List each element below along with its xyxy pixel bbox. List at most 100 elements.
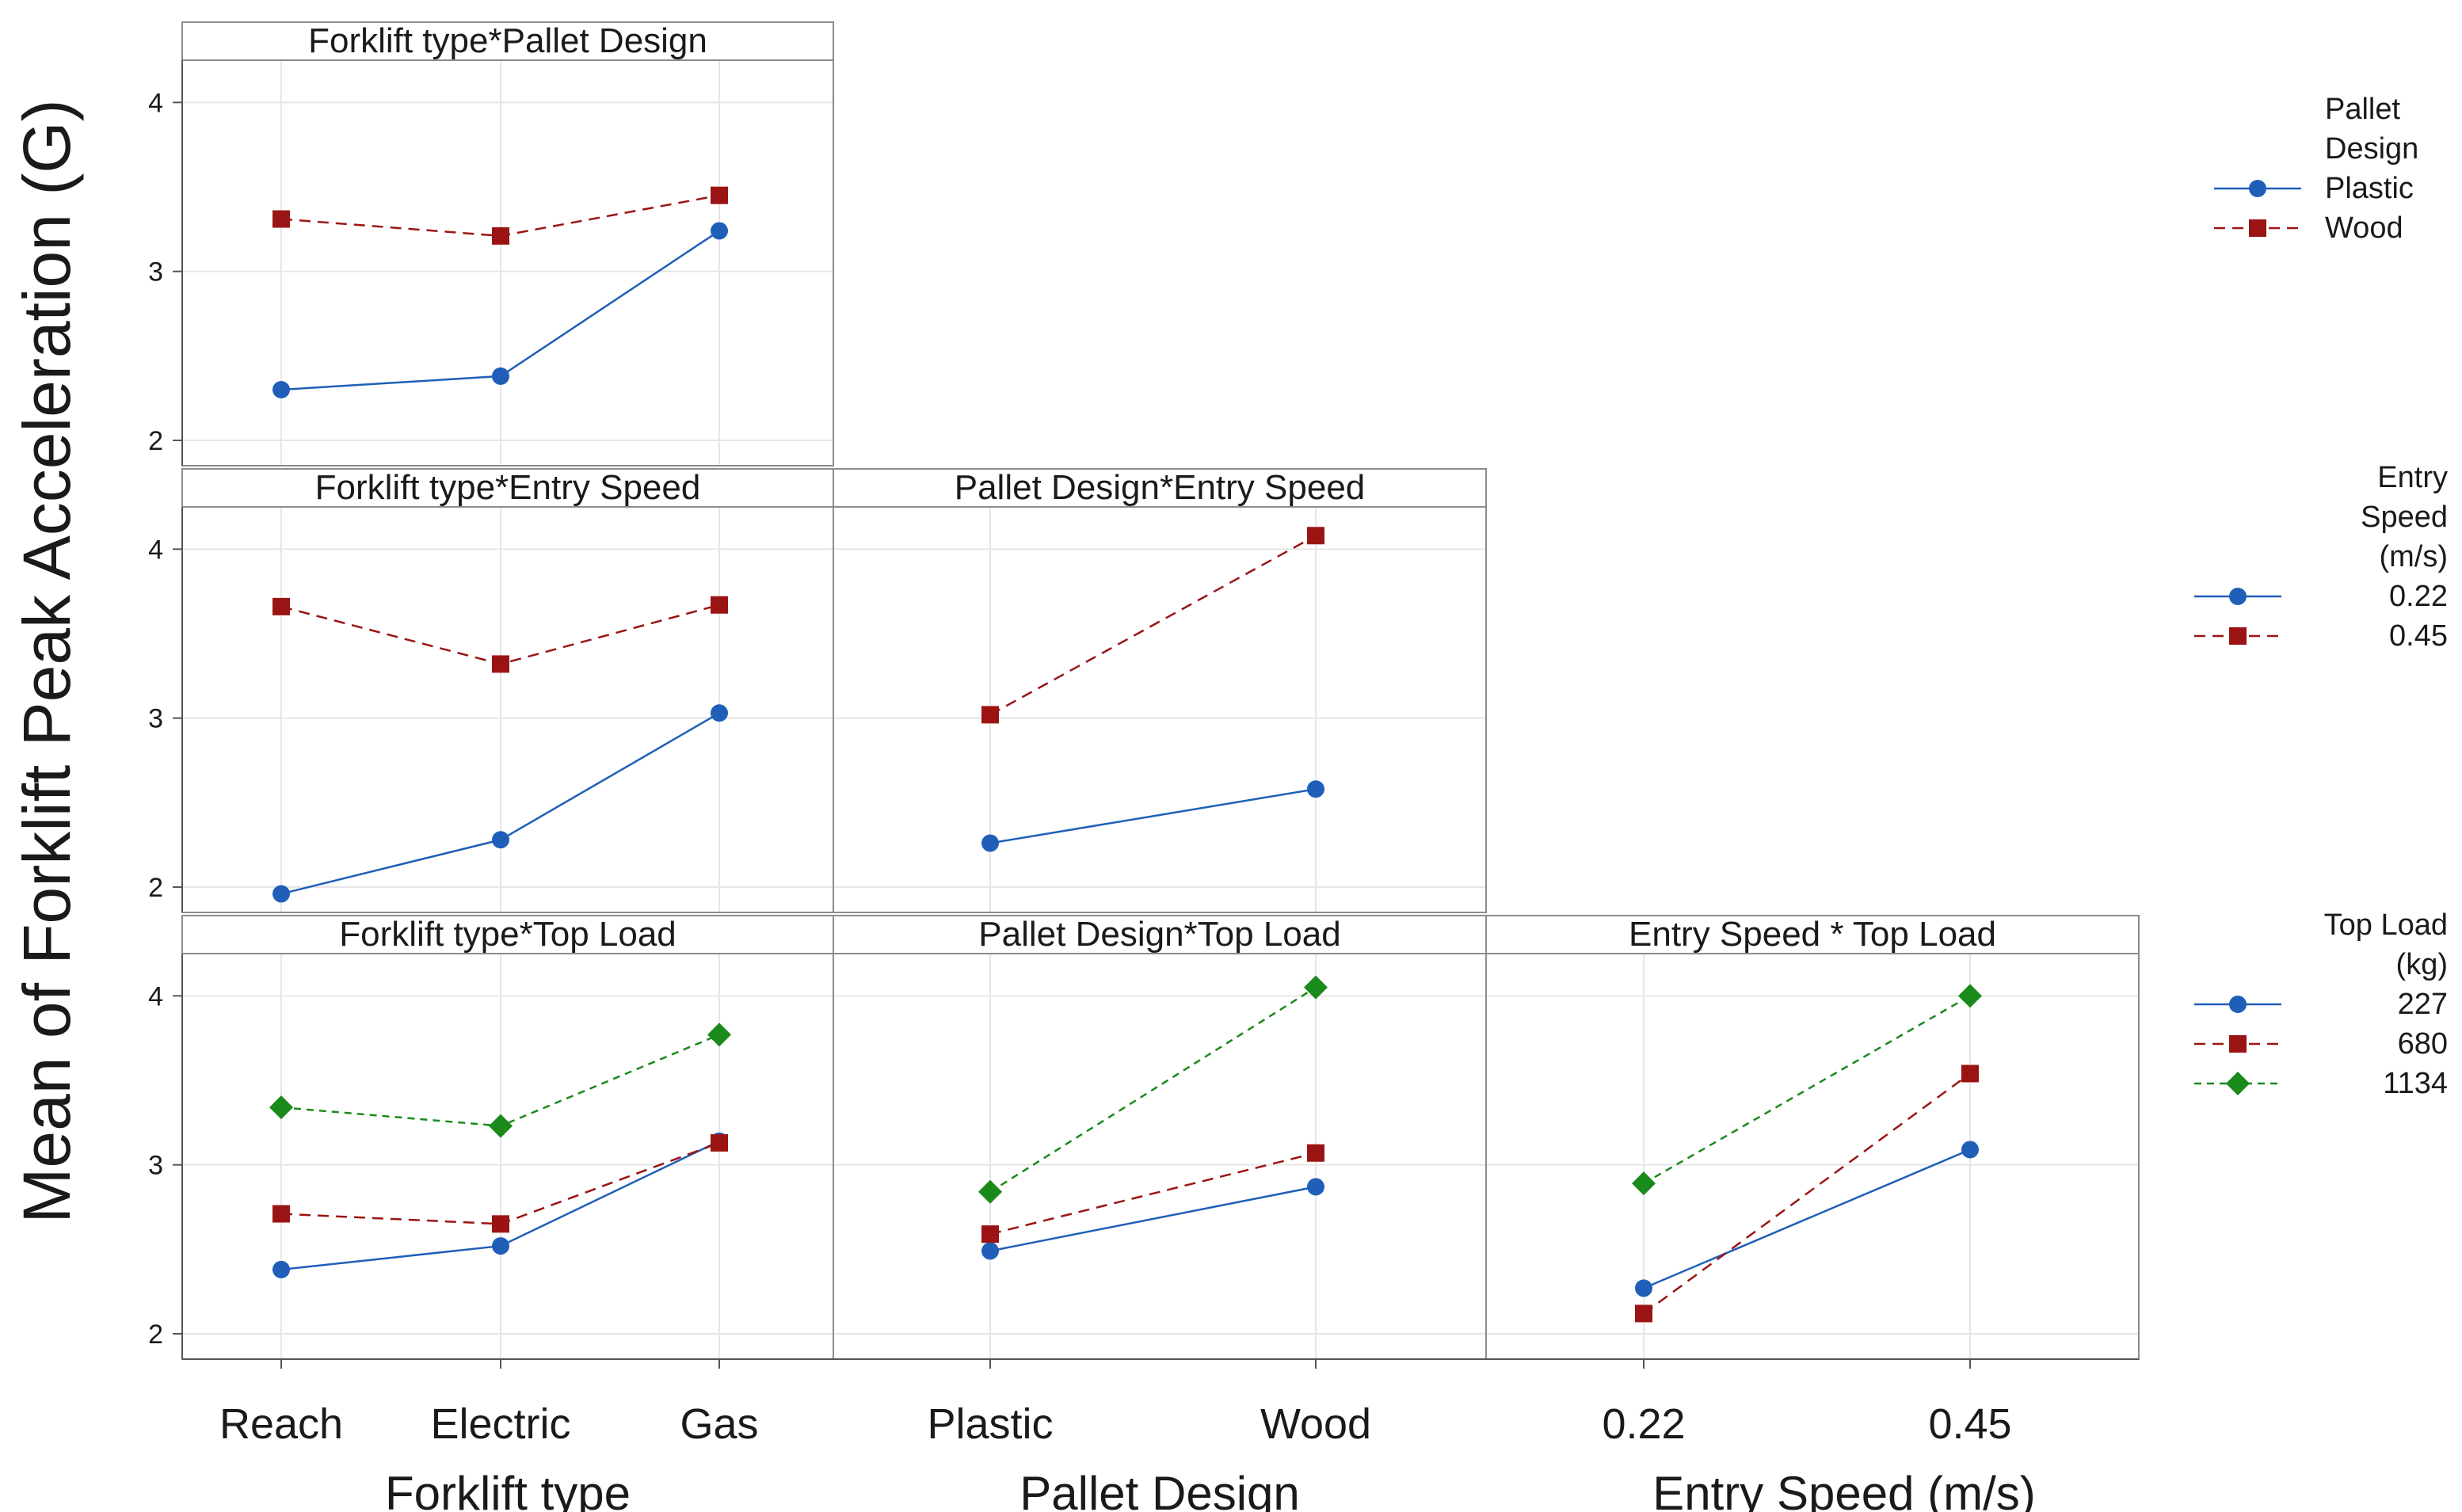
y-tick-label: 4 bbox=[148, 535, 163, 565]
panel-title: Entry Speed * Top Load bbox=[1629, 915, 1996, 954]
panel-frame bbox=[833, 468, 1487, 913]
x-tick-label: Plastic bbox=[927, 1400, 1053, 1448]
legend-title-line: Design bbox=[2325, 132, 2418, 166]
data-point-0.22-3 bbox=[711, 704, 728, 722]
y-axis-title: Mean of Forklift Peak Acceleration (G) bbox=[10, 99, 84, 1223]
panel-title: Pallet Design*Entry Speed bbox=[955, 468, 1366, 507]
data-point-1134-1 bbox=[269, 1095, 293, 1120]
panel-title: Forklift type*Pallet Design bbox=[308, 21, 707, 60]
panels-layer: Forklift type*Pallet Design Forklift type… bbox=[181, 21, 2140, 1360]
y-tick-label: 2 bbox=[148, 426, 163, 456]
panel-frame bbox=[833, 915, 1487, 1360]
data-point-680-1 bbox=[1635, 1304, 1652, 1323]
series-line-1134 bbox=[989, 986, 1317, 1193]
data-point-227-1 bbox=[1635, 1279, 1652, 1297]
legend-entry-label: 0.22 bbox=[2389, 580, 2448, 613]
legend-entry-label: 0.45 bbox=[2389, 619, 2448, 653]
data-point-680-3 bbox=[711, 1133, 728, 1152]
data-point-680-1 bbox=[981, 1225, 999, 1243]
x-tick-label: Electric bbox=[430, 1400, 570, 1448]
legend-title-line: Entry bbox=[2377, 461, 2448, 494]
data-point-0.22-1 bbox=[981, 834, 999, 852]
panel-title: Pallet Design*Top Load bbox=[978, 915, 1340, 954]
legend-title-line: Pallet bbox=[2325, 93, 2400, 126]
y-tick-label: 4 bbox=[148, 88, 163, 118]
data-point-680-2 bbox=[1307, 1144, 1324, 1162]
y-tick-label: 4 bbox=[148, 981, 163, 1011]
legend-marker bbox=[2229, 1035, 2247, 1053]
data-point-1134-3 bbox=[707, 1023, 731, 1047]
data-point-0.22-1 bbox=[272, 885, 290, 903]
x-tick-label: Gas bbox=[680, 1400, 758, 1448]
x-tick-label: 0.22 bbox=[1602, 1400, 1685, 1448]
data-point-1134-2 bbox=[1958, 984, 1982, 1008]
series-line-0.22 bbox=[989, 788, 1317, 844]
data-point-1134-1 bbox=[1632, 1171, 1656, 1196]
legend-layer: Pallet Design Plastic Wood Entry Speed (m/s) 0.… bbox=[2194, 93, 2448, 1100]
data-point-Plastic-1 bbox=[272, 381, 290, 398]
legend-title-line: (m/s) bbox=[2379, 540, 2448, 573]
legend-marker bbox=[2229, 996, 2247, 1013]
y-tick-label: 3 bbox=[148, 257, 163, 288]
panel-frame bbox=[181, 915, 834, 1360]
panel-frame bbox=[181, 468, 834, 913]
data-point-1134-2 bbox=[489, 1114, 513, 1138]
data-point-0.45-2 bbox=[492, 655, 509, 673]
y-tick-label: 2 bbox=[148, 1320, 163, 1350]
legend-title-line: Top Load bbox=[2324, 908, 2448, 942]
data-point-0.22-2 bbox=[492, 831, 509, 849]
data-point-Plastic-3 bbox=[711, 222, 728, 240]
data-point-1134-1 bbox=[978, 1179, 1002, 1204]
legend-title-line: Speed bbox=[2361, 501, 2448, 534]
data-point-Plastic-2 bbox=[492, 367, 509, 385]
legend-entry-label: Plastic bbox=[2325, 172, 2414, 205]
panel-3: Pallet Design*Entry Speed bbox=[833, 468, 1487, 913]
panel-title: Forklift type*Top Load bbox=[339, 915, 676, 954]
data-point-227-2 bbox=[492, 1237, 509, 1255]
panel-2: Forklift type*Entry Speed bbox=[181, 468, 834, 913]
data-point-680-2 bbox=[1961, 1064, 1979, 1083]
panel-4: Forklift type*Top Load bbox=[181, 915, 834, 1360]
series-line-227 bbox=[1643, 1148, 1971, 1289]
panel-1: Forklift type*Pallet Design bbox=[181, 21, 834, 467]
data-point-680-2 bbox=[492, 1215, 509, 1233]
data-point-0.45-3 bbox=[711, 596, 728, 614]
legend-entry-label: 1134 bbox=[2383, 1067, 2448, 1100]
series-line-680 bbox=[1643, 1072, 1971, 1315]
axis-layer: 2 3 4 2 3 4 2 3 4 Reach Electric Gas Forklift type Pl… bbox=[10, 60, 2139, 1512]
series-line-680 bbox=[989, 1152, 1317, 1236]
legend-marker bbox=[2226, 1072, 2250, 1095]
y-tick-label: 3 bbox=[148, 1151, 163, 1181]
x-axis-title: Entry Speed (m/s) bbox=[1652, 1467, 2036, 1512]
x-tick-label: 0.45 bbox=[1928, 1400, 2011, 1448]
data-point-0.22-2 bbox=[1307, 780, 1324, 798]
data-point-227-2 bbox=[1961, 1141, 1979, 1159]
data-point-Wood-1 bbox=[272, 210, 290, 228]
series-line-1134 bbox=[1643, 995, 1971, 1185]
legend-entry-label: Wood bbox=[2325, 211, 2403, 245]
legend-title-line: (kg) bbox=[2396, 948, 2448, 981]
legend-1: Pallet Design Plastic Wood bbox=[2214, 93, 2418, 245]
legend-marker bbox=[2229, 588, 2247, 605]
series-line-227 bbox=[989, 1186, 1317, 1252]
legend-entry-label: 227 bbox=[2398, 988, 2448, 1021]
legend-marker bbox=[2229, 627, 2247, 645]
x-axis-title: Forklift type bbox=[385, 1467, 631, 1512]
panel-frame bbox=[1485, 915, 2140, 1360]
data-point-0.45-2 bbox=[1307, 527, 1324, 545]
data-point-Wood-3 bbox=[711, 186, 728, 204]
data-point-Wood-2 bbox=[492, 227, 509, 245]
panel-title: Forklift type*Entry Speed bbox=[315, 468, 701, 507]
legend-3: Top Load (kg) 227 680 1134 bbox=[2194, 908, 2448, 1100]
legend-2: Entry Speed (m/s) 0.22 0.45 bbox=[2194, 461, 2448, 653]
legend-marker bbox=[2249, 219, 2266, 237]
x-axis-title: Pallet Design bbox=[1019, 1467, 1300, 1512]
legend-marker bbox=[2249, 180, 2266, 197]
y-tick-label: 3 bbox=[148, 704, 163, 734]
series-line-0.45 bbox=[989, 535, 1317, 716]
data-point-227-1 bbox=[272, 1260, 290, 1278]
data-point-0.45-1 bbox=[272, 597, 290, 615]
legend-entry-label: 680 bbox=[2398, 1027, 2448, 1061]
panel-5: Pallet Design*Top Load bbox=[833, 915, 1487, 1360]
